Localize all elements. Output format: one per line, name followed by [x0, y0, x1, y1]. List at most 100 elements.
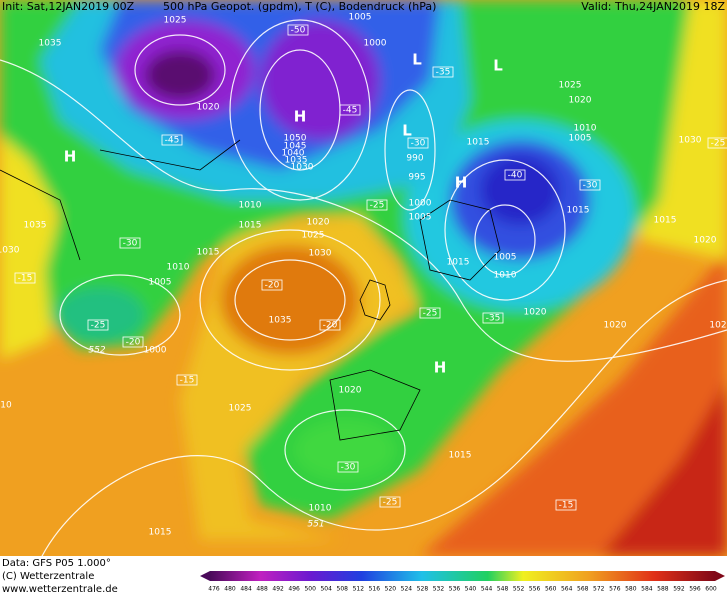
pressure-label: 1020: [524, 308, 547, 318]
colorbar-label: 600: [705, 586, 717, 593]
pressure-label: 10: [0, 401, 12, 411]
colorbar-label: 480: [224, 586, 236, 593]
pressure-label: 1005: [149, 278, 172, 288]
colorbar-label: 568: [577, 586, 589, 593]
data-source: Data: GFS P05 1.000°: [2, 558, 111, 569]
pressure-label: 1020: [569, 96, 592, 106]
temperature-label: -20: [265, 281, 280, 291]
height-label: 552: [88, 346, 105, 356]
pressure-label: 1025: [302, 231, 325, 241]
pressure-label: 1025: [229, 404, 252, 414]
temperature-box: [579, 179, 601, 191]
colorbar-label: 488: [256, 586, 268, 593]
temperature-label: -45: [165, 136, 180, 146]
temperature-label: -30: [583, 181, 598, 191]
temperature-box: [337, 461, 359, 473]
pressure-center: L: [493, 57, 503, 75]
temperature-label: -15: [559, 501, 574, 511]
map-title: 500 hPa Geopot. (gpdm), T (C), Bodendruc…: [163, 0, 436, 13]
temperature-box: [707, 137, 727, 149]
pressure-label: 1015: [654, 216, 677, 226]
pressure-label: 1035: [285, 156, 308, 166]
temperature-label: -15: [18, 274, 33, 284]
temperature-box: [119, 237, 141, 249]
temperature-label: -35: [486, 314, 501, 324]
temperature-box: [482, 312, 504, 324]
temperature-box: [319, 319, 341, 331]
colorbar-label: 508: [337, 586, 349, 593]
pressure-label: 1010: [167, 263, 190, 273]
labels: 1025103510201005100010501045104010351030…: [0, 13, 727, 538]
pressure-label: 1010: [494, 271, 517, 281]
colorbar-label: 476: [208, 586, 220, 593]
temperature-box: [287, 24, 309, 36]
pressure-label: 1015: [149, 528, 172, 538]
pressure-label: 1015: [447, 258, 470, 268]
colorbar-label: 580: [625, 586, 637, 593]
temperature-box: [14, 272, 36, 284]
temperature-box: [419, 307, 441, 319]
colorbar-label: 556: [529, 586, 541, 593]
pressure-label: 1015: [239, 221, 262, 231]
temperature-label: -45: [343, 106, 358, 116]
pressure-label: 1010: [309, 504, 332, 514]
pressure-label: 1005: [569, 134, 592, 144]
valid-time: Valid: Thu,24JAN2019 18Z: [581, 0, 725, 13]
temperature-box: [366, 199, 388, 211]
colorbar-label: 504: [320, 586, 332, 593]
temperature-label: -30: [341, 463, 356, 473]
pressure-label: 1010: [239, 201, 262, 211]
temperature-box: [122, 336, 144, 348]
colorbar-label: 572: [593, 586, 605, 593]
colorbar-label: 544: [481, 586, 493, 593]
pressure-center: H: [434, 359, 447, 377]
pressure-label: 1030: [309, 249, 332, 259]
pressure-label: 1010: [574, 124, 597, 134]
pressure-label: 1030: [0, 246, 20, 256]
temperature-box: [379, 496, 401, 508]
pressure-label: 1025: [559, 81, 582, 91]
temperature-label: -40: [508, 171, 523, 181]
colorbar-label: 532: [433, 586, 445, 593]
url: www.wetterzentrale.de: [2, 584, 118, 593]
pressure-label: 1035: [269, 316, 292, 326]
colorbar-label: 516: [369, 586, 381, 593]
pressure-label: 995: [408, 173, 425, 183]
colorbar-label: 492: [272, 586, 284, 593]
colorbar: [210, 571, 715, 581]
pressure-label: 1005: [494, 253, 517, 263]
pressure-label: 1020: [604, 321, 627, 331]
colorbar-label: 584: [641, 586, 653, 593]
temperature-label: -30: [123, 239, 138, 249]
temperature-label: -50: [291, 26, 306, 36]
colorbar-label: 592: [673, 586, 685, 593]
pressure-label: 1015: [467, 138, 490, 148]
colorbar-label: 576: [609, 586, 621, 593]
init-time: Init: Sat,12JAN2019 00Z: [2, 0, 135, 13]
pressure-label: 1050: [284, 134, 307, 144]
pressure-label: 1035: [39, 39, 62, 49]
temperature-label: -35: [436, 68, 451, 78]
height-label: 551: [307, 520, 324, 530]
temperature-label: -25: [383, 498, 398, 508]
colorbar-label: 528: [417, 586, 429, 593]
temperature-label: -20: [323, 321, 338, 331]
temperature-box: [407, 137, 429, 149]
colorbar-label: 484: [240, 586, 252, 593]
temperature-label: -20: [126, 338, 141, 348]
temperature-label: -25: [423, 309, 438, 319]
pressure-label: 1005: [409, 213, 432, 223]
temperature-box: [504, 169, 526, 181]
temperature-label: -25: [370, 201, 385, 211]
colorbar-left-end: [200, 571, 210, 581]
pressure-center: L: [402, 122, 412, 140]
colorbar-right-end: [715, 571, 725, 581]
colorbar-label: 552: [513, 586, 525, 593]
pressure-label: 1005: [349, 13, 372, 23]
pressure-label: 1030: [679, 136, 702, 146]
colorbar-label: 564: [561, 586, 573, 593]
temperature-label: -30: [411, 139, 426, 149]
temperature-label: -25: [91, 321, 106, 331]
temperature-box: [432, 66, 454, 78]
pressure-center: H: [64, 148, 77, 166]
